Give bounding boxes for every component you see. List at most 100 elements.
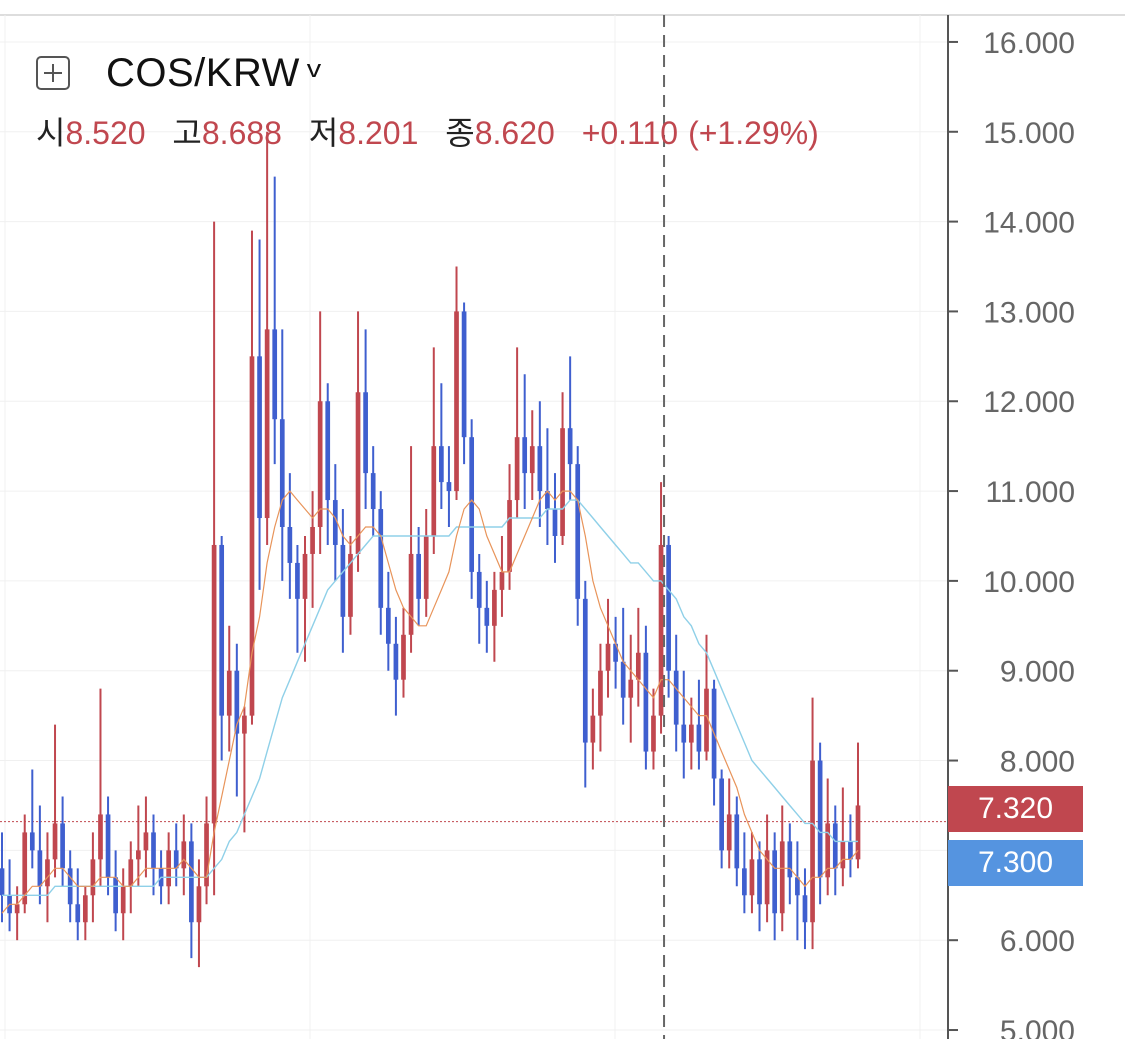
low-label: 저 <box>308 115 339 151</box>
high-label: 고 <box>172 115 202 151</box>
candle-110 <box>832 805 838 896</box>
candle-79 <box>598 643 603 752</box>
candle-113 <box>855 742 861 869</box>
candle-56 <box>423 509 429 617</box>
candle-73 <box>552 473 558 563</box>
candle-99 <box>749 832 755 914</box>
candle-16 <box>120 868 126 941</box>
candle-29 <box>219 535 225 761</box>
tick-label-8: 8.000 <box>1000 746 1075 779</box>
candle-52 <box>393 616 399 716</box>
candle-8 <box>60 796 65 887</box>
candle-102 <box>772 832 778 941</box>
candle-47 <box>355 311 361 572</box>
candle-3 <box>22 814 28 914</box>
candle-85 <box>643 625 649 770</box>
candle-78 <box>590 688 596 770</box>
candle-40 <box>302 535 308 662</box>
candle-65 <box>492 571 497 662</box>
candle-50 <box>378 491 384 635</box>
change-percent: (+1.29%) <box>688 115 819 151</box>
candle-89 <box>673 634 679 752</box>
candle-10 <box>75 868 81 941</box>
tick-label-4: 12.000 <box>983 386 1075 419</box>
candle-61 <box>461 302 467 465</box>
candle-72 <box>545 428 550 545</box>
candle-82 <box>620 607 626 725</box>
candle-66 <box>499 535 505 617</box>
close-value: 8.620 <box>474 115 555 151</box>
candle-92 <box>696 679 702 770</box>
tick-label-6: 10.000 <box>983 566 1075 599</box>
tick-label-1: 15.000 <box>983 117 1075 150</box>
tick-label-2: 14.000 <box>983 207 1075 240</box>
candle-20 <box>151 814 156 896</box>
candle-46 <box>348 535 353 635</box>
ohlc-legend: 시8.520 고8.688 저8.201 종8.620 +0.110 (+1.29… <box>36 108 837 154</box>
candle-39 <box>295 544 300 653</box>
candle-45 <box>340 509 346 653</box>
candle-48 <box>363 329 368 510</box>
candle-60 <box>454 266 459 501</box>
candle-94 <box>711 679 717 806</box>
candle-71 <box>537 401 543 527</box>
candle-111 <box>840 787 846 887</box>
candle-17 <box>128 841 134 914</box>
chevron-down-icon[interactable]: v <box>306 56 322 83</box>
candle-88 <box>666 535 671 698</box>
candle-41 <box>310 491 315 608</box>
tick-label-3: 13.000 <box>983 296 1075 329</box>
candle-51 <box>385 571 391 671</box>
candle-69 <box>522 374 528 510</box>
candle-105 <box>795 841 800 941</box>
grid-lines <box>0 15 948 1039</box>
candle-75 <box>567 356 573 501</box>
candle-37 <box>279 329 285 581</box>
candle-90 <box>681 670 687 779</box>
candle-27 <box>204 796 209 905</box>
candle-106 <box>802 868 808 950</box>
candle-77 <box>582 580 588 788</box>
candle-28 <box>211 221 217 896</box>
candle-34 <box>257 239 262 590</box>
candle-80 <box>605 598 611 698</box>
tick-label-7: 9.000 <box>1000 656 1075 689</box>
current-price-badge: 7.300 <box>948 840 1083 886</box>
candle-32 <box>242 706 247 833</box>
add-symbol-button[interactable] <box>36 56 70 90</box>
candle-4 <box>29 769 35 869</box>
symbol-name[interactable]: COS/KRW <box>106 50 300 95</box>
candles <box>0 131 861 968</box>
candle-64 <box>484 580 490 653</box>
candle-100 <box>757 841 762 932</box>
candle-108 <box>817 742 823 905</box>
candle-70 <box>529 410 535 501</box>
tick-label-5: 11.000 <box>985 476 1075 509</box>
candle-95 <box>719 769 724 869</box>
candle-30 <box>226 625 232 752</box>
candle-0 <box>0 832 5 923</box>
candle-15 <box>113 850 118 932</box>
candle-91 <box>688 697 694 770</box>
candle-35 <box>264 131 270 545</box>
tick-label-11: 5.000 <box>1000 1015 1075 1039</box>
candle-96 <box>726 778 732 869</box>
candle-23 <box>173 823 179 887</box>
change-value: +0.110 <box>581 115 679 151</box>
candle-86 <box>651 688 656 770</box>
symbol-header: COS/KRW v <box>36 50 322 96</box>
open-value: 8.520 <box>65 115 146 151</box>
ma-short-line <box>1 490 859 914</box>
candle-58 <box>439 383 444 510</box>
candle-63 <box>476 553 482 644</box>
candle-104 <box>787 823 793 905</box>
candle-98 <box>742 832 747 914</box>
candle-11 <box>82 886 88 941</box>
candle-93 <box>704 634 709 761</box>
candle-101 <box>764 814 770 923</box>
candle-12 <box>90 832 96 923</box>
candle-84 <box>635 607 641 707</box>
candle-19 <box>143 796 149 878</box>
candle-24 <box>181 814 187 896</box>
